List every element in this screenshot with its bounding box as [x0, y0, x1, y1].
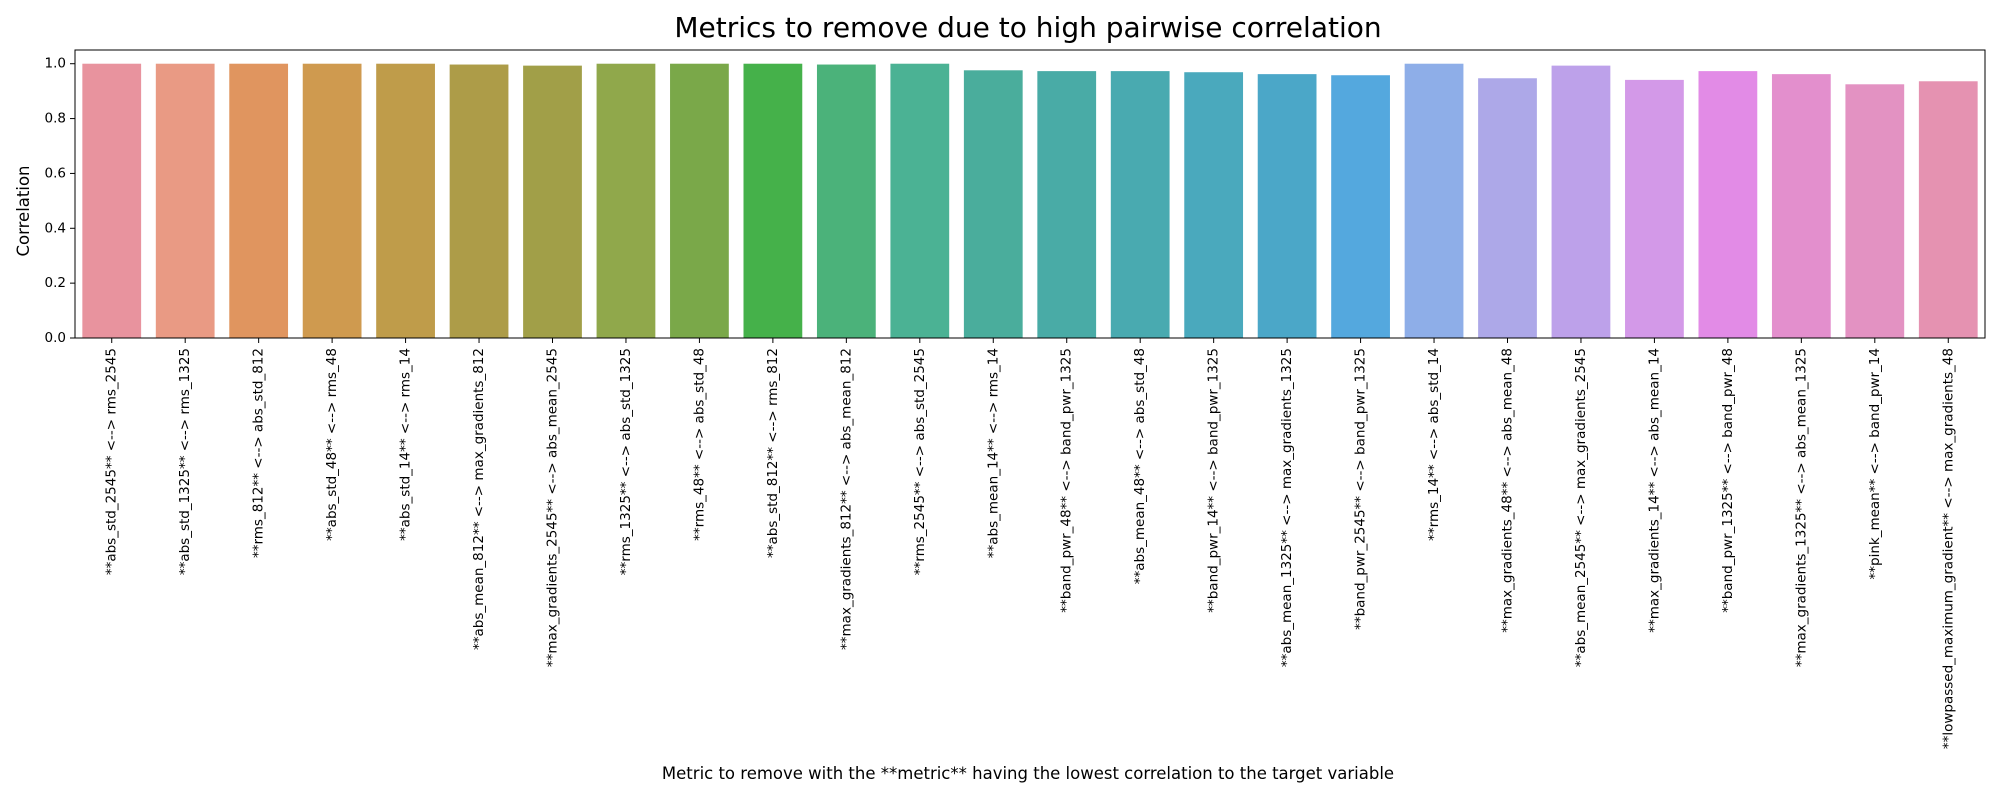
x-tick-label: **max_gradients_1325** <--> abs_mean_132…	[1793, 348, 1809, 667]
x-tick-label: **abs_std_2545** <--> rms_2545	[104, 348, 120, 575]
bar	[523, 65, 582, 339]
x-tick-label: **pink_mean** <--> band_pwr_14	[1867, 348, 1883, 579]
bar	[963, 70, 1023, 338]
x-tick-label: **max_gradients_48** <--> abs_mean_48	[1500, 348, 1516, 633]
bar	[816, 64, 876, 338]
y-axis: 0.0 0.2 0.4 0.6 0.8 1.0	[45, 56, 75, 346]
x-tick-label: **abs_mean_812** <--> max_gradients_812	[471, 348, 487, 650]
bar	[82, 63, 142, 338]
bars-group	[82, 63, 1978, 339]
y-tick-label: 0.4	[45, 220, 66, 236]
x-tick-label: **band_pwr_14** <--> band_pwr_1325	[1206, 348, 1222, 613]
bar	[1478, 78, 1537, 338]
bar	[1625, 79, 1684, 338]
x-tick-label: **rms_14** <--> abs_std_14	[1426, 348, 1442, 541]
chart-title: Metrics to remove due to high pairwise c…	[674, 11, 1381, 44]
bar	[670, 63, 729, 338]
x-tick-label: **abs_mean_2545** <--> max_gradients_254…	[1573, 348, 1589, 667]
bar	[229, 63, 289, 338]
x-tick-label: **abs_std_48** <--> rms_48	[324, 348, 340, 541]
x-tick-label: **lowpassed_maximum_gradient** <--> max_…	[1940, 348, 1956, 749]
x-tick-label: **abs_std_812** <--> rms_812	[765, 348, 781, 558]
bar	[890, 63, 950, 338]
x-axis: **abs_std_2545** <--> rms_2545 **abs_std_…	[104, 338, 1956, 749]
bar	[1698, 71, 1758, 339]
x-tick-label: **abs_mean_1325** <--> max_gradients_132…	[1279, 348, 1295, 667]
y-tick-label: 0.0	[45, 330, 66, 346]
x-tick-label: **abs_std_1325** <--> rms_1325	[177, 348, 193, 575]
bar	[1110, 71, 1170, 339]
x-tick-label: **band_pwr_1325** <--> band_pwr_48	[1720, 348, 1736, 613]
y-tick-label: 1.0	[45, 56, 66, 72]
y-tick-label: 0.2	[45, 275, 66, 291]
plot-frame	[74, 49, 1986, 339]
bar	[596, 63, 656, 338]
x-tick-label: **rms_48** <--> abs_std_48	[691, 348, 707, 541]
y-axis-label: Correlation	[14, 166, 33, 257]
x-tick-label: **abs_std_14** <--> rms_14	[398, 348, 414, 541]
bar	[1771, 74, 1831, 338]
bar	[1551, 65, 1611, 339]
y-tick-label: 0.8	[45, 111, 66, 127]
bar	[376, 63, 435, 338]
bar	[1404, 63, 1464, 338]
bar	[155, 63, 215, 338]
x-tick-label: **max_gradients_14** <--> abs_mean_14	[1646, 348, 1662, 633]
bar	[449, 64, 509, 338]
bar	[1037, 71, 1097, 339]
x-tick-label: **band_pwr_48** <--> band_pwr_1325	[1059, 348, 1075, 613]
bar	[1845, 84, 1905, 339]
x-tick-label: **max_gradients_2545** <--> abs_mean_254…	[545, 348, 561, 667]
bar	[302, 63, 362, 338]
x-tick-label: **rms_1325** <--> abs_std_1325	[618, 348, 634, 575]
x-axis-label: Metric to remove with the **metric** hav…	[662, 764, 1394, 783]
bar	[1918, 81, 1978, 339]
bar	[1257, 74, 1317, 338]
y-tick-label: 0.6	[45, 165, 66, 181]
x-tick-label: **rms_812** <--> abs_std_812	[251, 348, 267, 558]
x-tick-label: **abs_mean_48** <--> abs_std_48	[1132, 348, 1148, 584]
x-tick-label: **abs_mean_14** <--> rms_14	[985, 348, 1001, 558]
x-tick-label: **rms_2545** <--> abs_std_2545	[912, 348, 928, 575]
bar	[1331, 75, 1390, 338]
bar	[1184, 72, 1244, 339]
bar	[743, 63, 803, 338]
x-tick-label: **band_pwr_2545** <--> band_pwr_1325	[1353, 348, 1369, 630]
x-tick-label: **max_gradients_812** <--> abs_mean_812	[838, 348, 854, 650]
